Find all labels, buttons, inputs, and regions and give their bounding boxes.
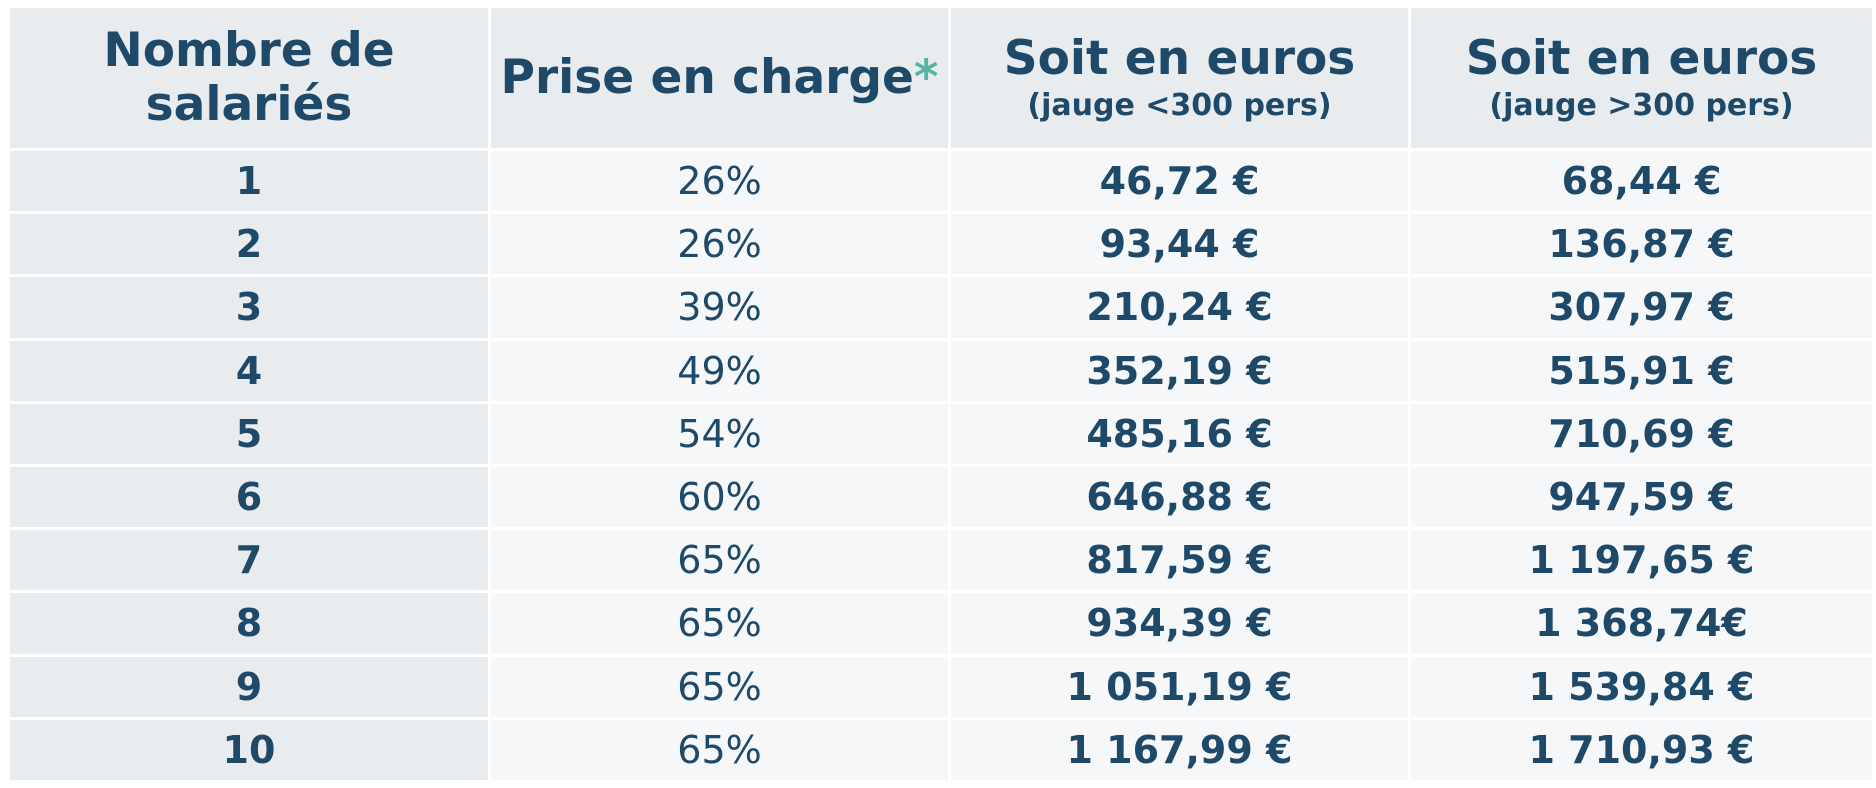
euros-large-cell: 1 710,93 € bbox=[1411, 719, 1872, 780]
header-coverage-label: Prise en charge bbox=[500, 50, 914, 105]
coverage-cell: 39% bbox=[491, 277, 948, 338]
euros-small-cell: 485,16 € bbox=[951, 403, 1408, 464]
euros-small-cell: 934,39 € bbox=[951, 593, 1408, 654]
header-employees-line2: salariés bbox=[145, 77, 353, 132]
employees-cell: 7 bbox=[10, 530, 488, 591]
header-euros-large-capacity: Soit en euros (jauge >300 pers) bbox=[1411, 8, 1872, 148]
employees-cell: 10 bbox=[10, 719, 488, 780]
coverage-cell: 65% bbox=[491, 719, 948, 780]
coverage-cell: 26% bbox=[491, 214, 948, 275]
coverage-cell: 54% bbox=[491, 403, 948, 464]
employees-cell: 8 bbox=[10, 593, 488, 654]
euros-large-cell: 307,97 € bbox=[1411, 277, 1872, 338]
table-row: 6 60% 646,88 € 947,59 € bbox=[10, 466, 1872, 528]
header-euros-small-label: Soit en euros bbox=[1003, 31, 1356, 86]
employees-cell: 9 bbox=[10, 656, 488, 717]
euros-large-cell: 68,44 € bbox=[1411, 151, 1872, 212]
table-row: 5 54% 485,16 € 710,69 € bbox=[10, 403, 1872, 464]
header-row: Nombre de salariés Prise en charge* Soit… bbox=[10, 8, 1872, 148]
coverage-cell: 26% bbox=[491, 151, 948, 212]
table-row: 1 26% 46,72 € 68,44 € bbox=[10, 151, 1872, 212]
euros-small-cell: 93,44 € bbox=[951, 214, 1408, 275]
euros-large-cell: 1 197,65 € bbox=[1411, 530, 1872, 591]
employees-cell: 2 bbox=[10, 214, 488, 275]
table-row: 2 26% 93,44 € 136,87 € bbox=[10, 214, 1872, 275]
euros-small-cell: 646,88 € bbox=[951, 466, 1408, 528]
euros-small-cell: 210,24 € bbox=[951, 277, 1408, 338]
header-euros-small-capacity: Soit en euros (jauge <300 pers) bbox=[951, 8, 1408, 148]
header-euros-large-label: Soit en euros bbox=[1465, 31, 1818, 86]
pricing-table-container: Nombre de salariés Prise en charge* Soit… bbox=[7, 5, 1872, 783]
euros-large-cell: 136,87 € bbox=[1411, 214, 1872, 275]
header-employees: Nombre de salariés bbox=[10, 8, 488, 148]
coverage-table: Nombre de salariés Prise en charge* Soit… bbox=[7, 5, 1875, 783]
employees-cell: 3 bbox=[10, 277, 488, 338]
employees-cell: 4 bbox=[10, 340, 488, 401]
euros-large-cell: 710,69 € bbox=[1411, 403, 1872, 464]
header-coverage: Prise en charge* bbox=[491, 8, 948, 148]
employees-cell: 6 bbox=[10, 466, 488, 528]
table-row: 8 65% 934,39 € 1 368,74€ bbox=[10, 593, 1872, 654]
asterisk-footnote-marker: * bbox=[913, 50, 939, 105]
euros-large-cell: 515,91 € bbox=[1411, 340, 1872, 401]
table-row: 3 39% 210,24 € 307,97 € bbox=[10, 277, 1872, 338]
table-row: 9 65% 1 051,19 € 1 539,84 € bbox=[10, 656, 1872, 717]
euros-large-cell: 947,59 € bbox=[1411, 466, 1872, 528]
table-row: 4 49% 352,19 € 515,91 € bbox=[10, 340, 1872, 401]
coverage-cell: 65% bbox=[491, 656, 948, 717]
euros-large-cell: 1 539,84 € bbox=[1411, 656, 1872, 717]
header-employees-line1: Nombre de bbox=[103, 23, 395, 78]
coverage-cell: 65% bbox=[491, 530, 948, 591]
euros-small-cell: 1 051,19 € bbox=[951, 656, 1408, 717]
employees-cell: 1 bbox=[10, 151, 488, 212]
table-row: 7 65% 817,59 € 1 197,65 € bbox=[10, 530, 1872, 591]
euros-small-cell: 352,19 € bbox=[951, 340, 1408, 401]
euros-small-cell: 1 167,99 € bbox=[951, 719, 1408, 780]
euros-small-cell: 817,59 € bbox=[951, 530, 1408, 591]
employees-cell: 5 bbox=[10, 403, 488, 464]
coverage-cell: 49% bbox=[491, 340, 948, 401]
coverage-cell: 60% bbox=[491, 466, 948, 528]
header-euros-small-note: (jauge <300 pers) bbox=[1027, 88, 1332, 123]
euros-small-cell: 46,72 € bbox=[951, 151, 1408, 212]
coverage-cell: 65% bbox=[491, 593, 948, 654]
euros-large-cell: 1 368,74€ bbox=[1411, 593, 1872, 654]
table-row: 10 65% 1 167,99 € 1 710,93 € bbox=[10, 719, 1872, 780]
header-euros-large-note: (jauge >300 pers) bbox=[1489, 88, 1794, 123]
